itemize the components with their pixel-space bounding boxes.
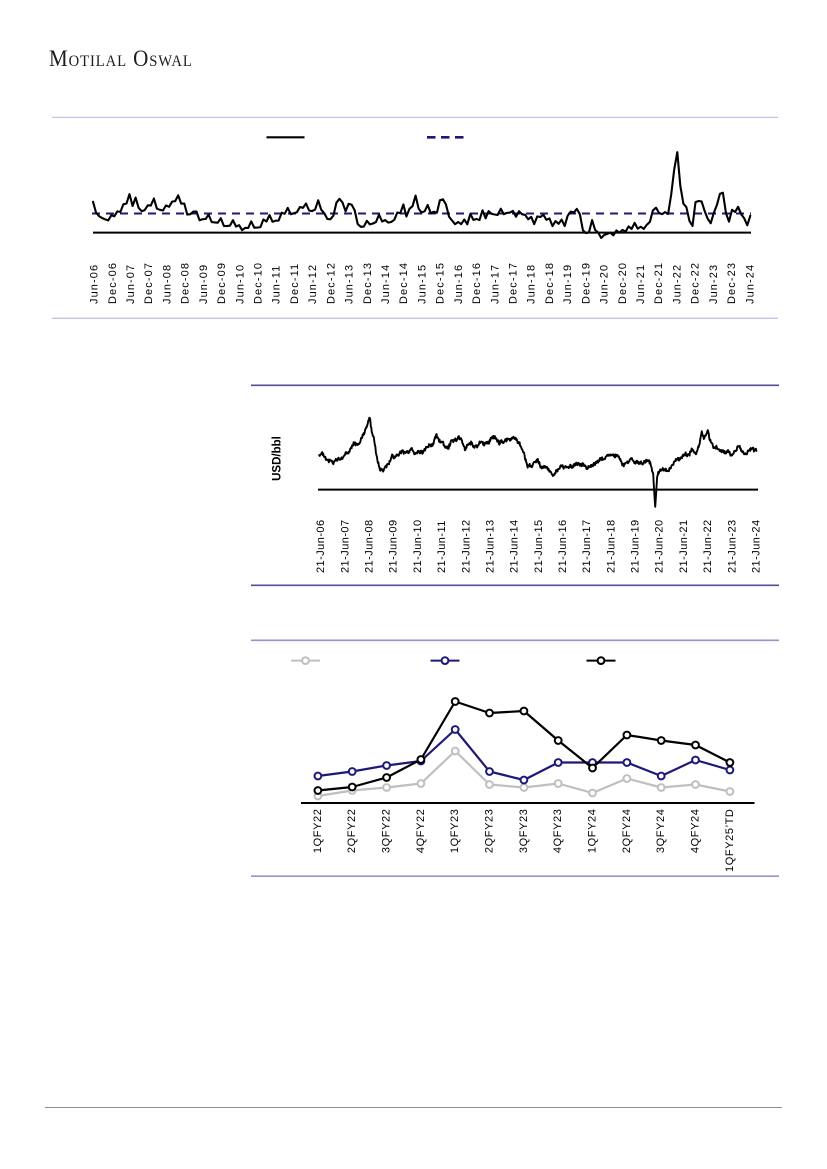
svg-text:4QFY22: 4QFY22: [415, 809, 427, 854]
svg-text:21-Jun-22: 21-Jun-22: [702, 519, 714, 573]
svg-text:Jun-09: Jun-09: [198, 264, 210, 304]
svg-text:Dec-16: Dec-16: [471, 262, 483, 304]
svg-text:Jun-18: Jun-18: [526, 264, 538, 304]
svg-text:Jun-11: Jun-11: [271, 265, 283, 304]
svg-text:Dec-10: Dec-10: [253, 262, 265, 304]
svg-text:1QFY25’TD: 1QFY25’TD: [724, 809, 736, 872]
svg-text:Jun-24: Jun-24: [744, 264, 756, 304]
svg-text:21-Jun-21: 21-Jun-21: [678, 519, 690, 573]
svg-text:Jun-10: Jun-10: [234, 264, 246, 304]
svg-text:Jun-06: Jun-06: [89, 264, 101, 304]
svg-text:Dec-21: Dec-21: [653, 262, 665, 304]
svg-text:2QFY24: 2QFY24: [621, 809, 633, 854]
svg-text:3QFY23: 3QFY23: [518, 809, 530, 854]
svg-text:Dec-15: Dec-15: [435, 262, 447, 304]
svg-text:21-Jun-07: 21-Jun-07: [339, 519, 351, 573]
svg-text:4QFY24: 4QFY24: [690, 809, 702, 854]
svg-text:Dec-09: Dec-09: [216, 262, 228, 304]
svg-text:21-Jun-06: 21-Jun-06: [315, 519, 327, 573]
svg-text:3QFY24: 3QFY24: [655, 809, 667, 854]
svg-text:21-Jun-18: 21-Jun-18: [605, 519, 617, 573]
svg-text:Dec-13: Dec-13: [362, 262, 374, 304]
svg-text:Jun-23: Jun-23: [708, 264, 720, 304]
svg-text:21-Jun-19: 21-Jun-19: [630, 519, 642, 573]
svg-text:21-Jun-12: 21-Jun-12: [460, 519, 472, 573]
svg-text:21-Jun-11: 21-Jun-11: [436, 520, 448, 573]
svg-text:Dec-23: Dec-23: [726, 262, 738, 304]
svg-text:Dec-17: Dec-17: [508, 262, 520, 304]
svg-text:Jun-16: Jun-16: [453, 264, 465, 304]
svg-text:2QFY22: 2QFY22: [346, 809, 358, 854]
svg-text:2QFY23: 2QFY23: [484, 809, 496, 854]
svg-text:21-Jun-14: 21-Jun-14: [509, 519, 521, 573]
svg-text:21-Jun-13: 21-Jun-13: [485, 519, 497, 573]
svg-text:Dec-06: Dec-06: [107, 262, 119, 304]
svg-text:Jun-14: Jun-14: [380, 264, 392, 304]
svg-text:21-Jun-24: 21-Jun-24: [750, 519, 762, 573]
svg-text:Jun-13: Jun-13: [344, 264, 356, 304]
svg-text:Jun-17: Jun-17: [489, 264, 501, 304]
svg-text:Dec-19: Dec-19: [580, 262, 592, 304]
svg-text:Dec-12: Dec-12: [325, 262, 337, 304]
svg-text:1QFY23: 1QFY23: [449, 809, 461, 854]
svg-text:21-Jun-23: 21-Jun-23: [726, 519, 738, 573]
svg-text:Jun-22: Jun-22: [671, 264, 683, 304]
svg-text:21-Jun-10: 21-Jun-10: [412, 519, 424, 573]
svg-text:Dec-18: Dec-18: [544, 262, 556, 304]
svg-text:21-Jun-16: 21-Jun-16: [557, 519, 569, 573]
svg-text:Jun-07: Jun-07: [125, 264, 137, 304]
svg-text:Dec-08: Dec-08: [180, 262, 192, 304]
svg-text:21-Jun-08: 21-Jun-08: [364, 519, 376, 573]
svg-text:1QFY24: 1QFY24: [587, 809, 599, 854]
svg-text:21-Jun-20: 21-Jun-20: [654, 519, 666, 573]
svg-text:Dec-11: Dec-11: [289, 263, 301, 304]
svg-text:Dec-14: Dec-14: [398, 262, 410, 304]
svg-text:Jun-15: Jun-15: [417, 264, 429, 304]
svg-text:3QFY22: 3QFY22: [381, 809, 393, 854]
svg-text:Jun-08: Jun-08: [162, 264, 174, 304]
svg-text:Jun-21: Jun-21: [635, 264, 647, 304]
svg-text:Dec-22: Dec-22: [690, 262, 702, 304]
svg-text:Jun-19: Jun-19: [562, 264, 574, 304]
svg-text:21-Jun-15: 21-Jun-15: [533, 519, 545, 573]
svg-text:4QFY23: 4QFY23: [552, 809, 564, 854]
svg-text:USD/bbl: USD/bbl: [272, 436, 284, 481]
svg-text:Jun-20: Jun-20: [599, 264, 611, 304]
svg-text:Dec-07: Dec-07: [143, 262, 155, 304]
svg-text:Jun-12: Jun-12: [307, 264, 319, 304]
svg-text:Dec-20: Dec-20: [617, 262, 629, 304]
svg-text:1QFY22: 1QFY22: [312, 809, 324, 854]
svg-text:21-Jun-09: 21-Jun-09: [388, 519, 400, 573]
svg-text:21-Jun-17: 21-Jun-17: [581, 519, 593, 573]
